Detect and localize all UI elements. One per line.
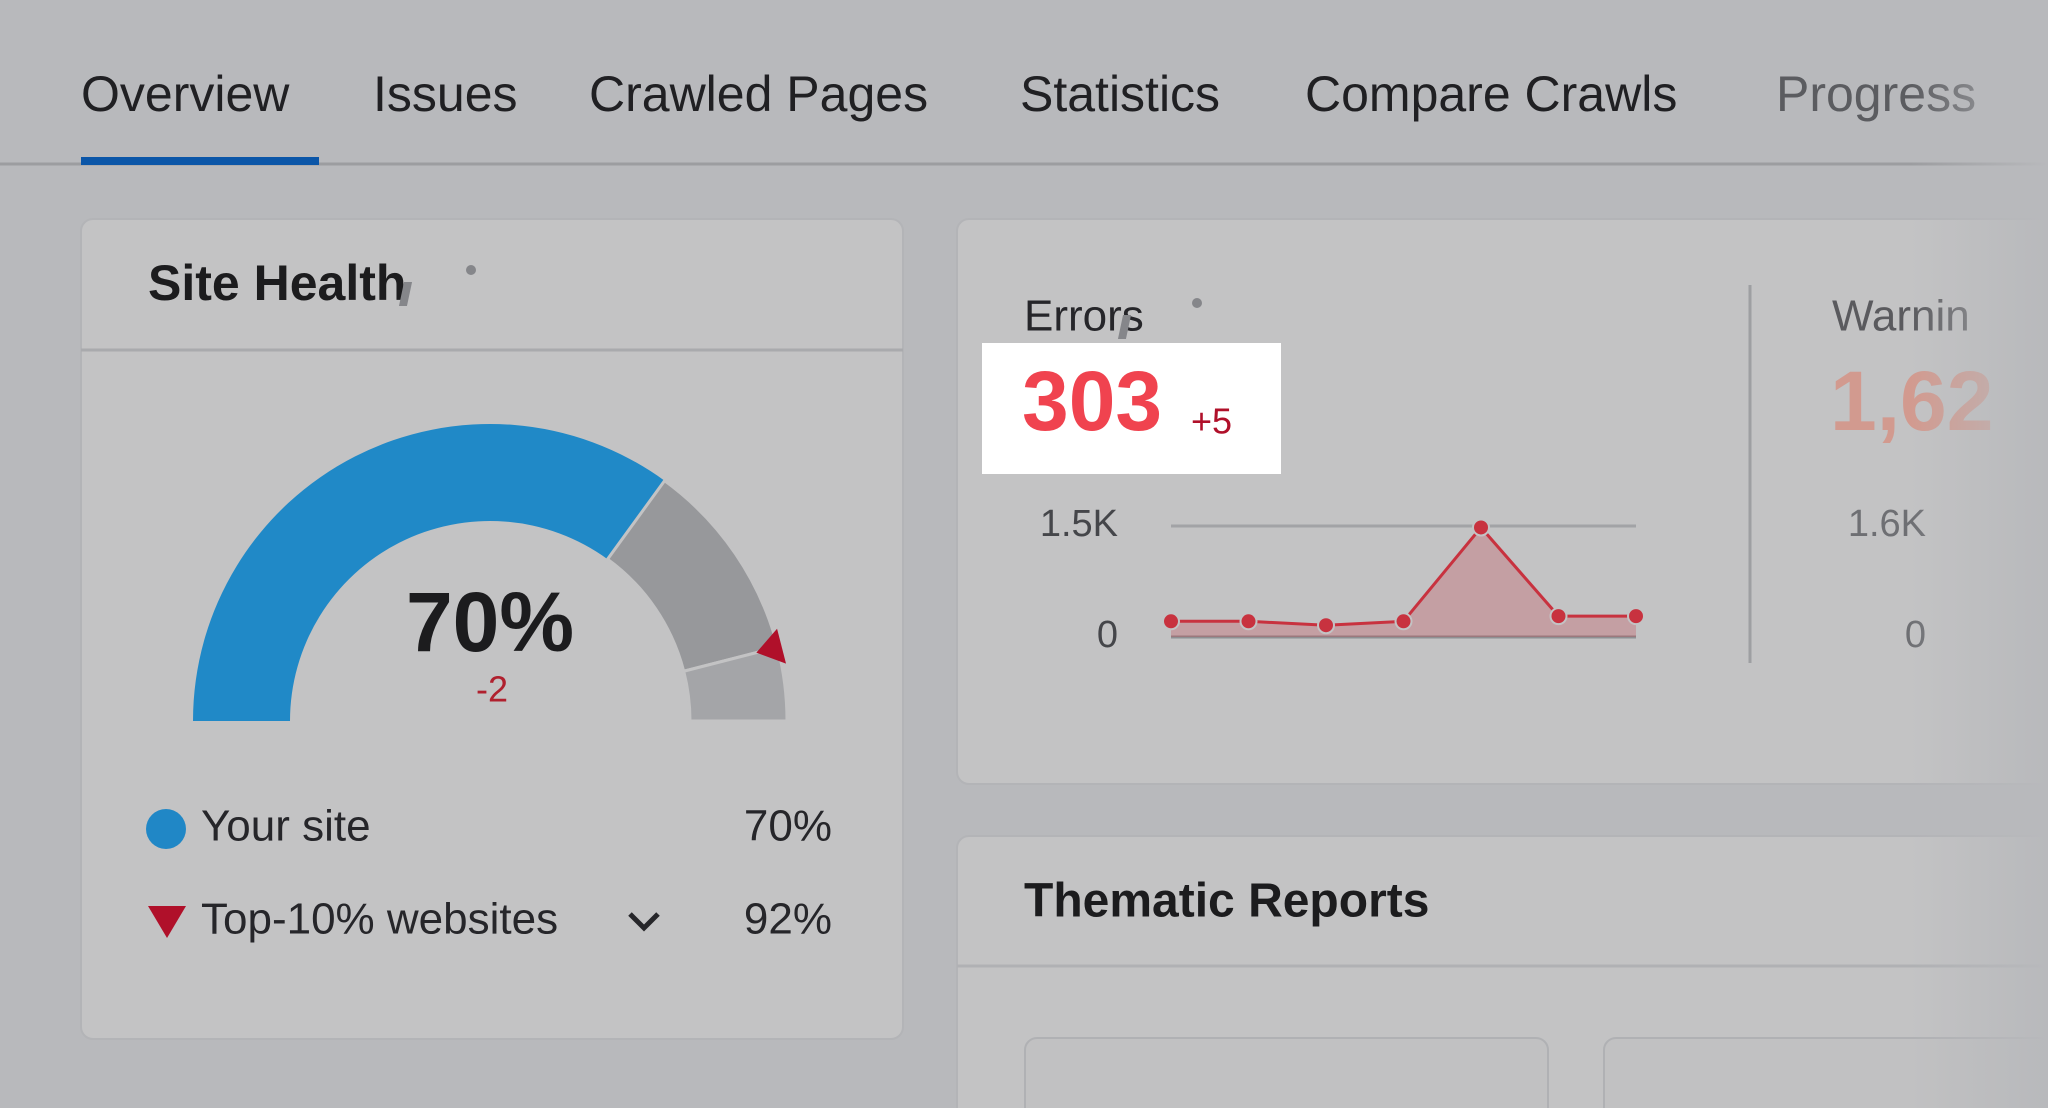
point	[1317, 616, 1335, 635]
gauge-arc	[681, 645, 789, 723]
dropdown-chevron[interactable]	[628, 912, 660, 932]
info-icon	[1117, 298, 1202, 339]
legend-value: 70%	[744, 802, 832, 851]
benchmark-marker	[756, 628, 787, 664]
report-card	[1024, 1037, 1549, 1108]
legend-label: Your site	[201, 802, 371, 851]
gauge-change: -2	[476, 669, 508, 710]
active-tab-underline	[81, 157, 319, 165]
area	[1171, 527, 1636, 637]
point	[1239, 612, 1258, 631]
point	[1627, 607, 1645, 626]
tab[interactable]: Statistics	[1020, 66, 1220, 122]
legend-triangle	[148, 906, 186, 938]
card-title: Thematic Reports	[1024, 875, 1429, 928]
legend-value: 92%	[744, 895, 832, 944]
tab[interactable]: Overview	[81, 66, 290, 122]
y-tick-label: 0	[1097, 614, 1118, 656]
errors-change: +5	[1191, 401, 1232, 442]
info-icon	[398, 265, 476, 306]
point	[1472, 518, 1490, 537]
right-fade	[1910, 0, 2048, 1108]
errors-chart: 0 1.5K	[1040, 503, 1645, 656]
legend-label[interactable]: Top-10% websites	[201, 895, 558, 944]
tab[interactable]: Compare Crawls	[1305, 66, 1677, 122]
y-tick-label: 1.5K	[1040, 503, 1118, 545]
site-health-card	[80, 218, 904, 1040]
errors-value[interactable]: 303	[1022, 354, 1162, 448]
point	[1394, 612, 1413, 631]
gauge-arc	[193, 423, 665, 721]
highlight-box	[982, 343, 1281, 474]
legend-dot	[146, 809, 186, 849]
point	[1549, 607, 1568, 626]
card-title: Site Health	[148, 255, 406, 311]
tab[interactable]: Crawled Pages	[589, 66, 928, 122]
point	[1162, 612, 1180, 631]
gauge-score: 70%	[406, 575, 574, 669]
tab[interactable]: Issues	[373, 66, 518, 122]
gauge	[193, 423, 789, 723]
